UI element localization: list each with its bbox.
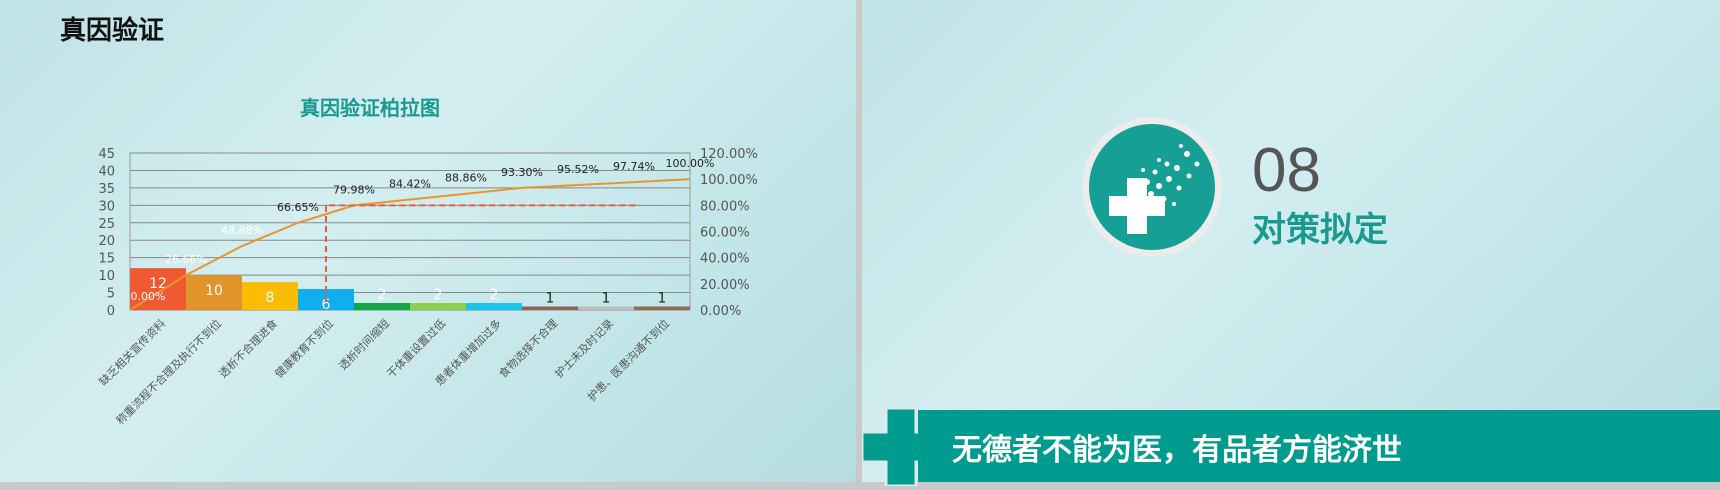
bar-value-label: 10 — [205, 283, 223, 299]
y-tick-label: 0 — [107, 304, 115, 319]
bar-value-label: 2 — [434, 287, 443, 303]
bar — [634, 306, 690, 310]
cumulative-label: 100.00% — [666, 157, 715, 170]
bar-value-label: 1 — [658, 291, 667, 307]
banner-text: 无德者不能为医，有品者方能济世 — [952, 433, 1402, 468]
bar — [354, 303, 410, 310]
x-tick-label: 称重流程不合理及执行不到位 — [113, 316, 224, 427]
y2-tick-label: 120.00% — [700, 147, 758, 162]
x-tick-label: 透析不合理进食 — [216, 316, 280, 380]
bar-value-label: 12 — [149, 276, 167, 292]
cumulative-label: 48.88% — [221, 224, 263, 237]
cumulative-label: 95.52% — [557, 163, 599, 176]
cumulative-label: 26.66% — [165, 253, 207, 266]
cross-doves-icon — [1082, 117, 1222, 257]
x-tick-label: 干体重设置过低 — [384, 316, 448, 380]
reference-line-80 — [325, 204, 640, 302]
bar — [242, 282, 298, 310]
y2-tick-label: 20.00% — [700, 278, 750, 293]
y2-tick-label: 80.00% — [700, 199, 750, 214]
cumulative-label: 66.65% — [277, 201, 319, 214]
bar-value-label: 8 — [266, 290, 275, 306]
bar — [522, 306, 578, 310]
cumulative-label: 93.30% — [501, 166, 543, 179]
y-tick-label: 40 — [98, 164, 115, 179]
pareto-chart: 0510152025303540450.00%20.00%40.00%60.00… — [96, 147, 758, 427]
bar — [466, 303, 522, 310]
x-tick-label: 食物选择不合理 — [496, 316, 560, 380]
y-tick-label: 10 — [98, 269, 115, 284]
section-title: 对策拟定 — [1252, 210, 1388, 250]
cumulative-label: 88.86% — [445, 172, 487, 185]
y-tick-label: 45 — [98, 147, 115, 162]
slide-title: 真因验证 — [60, 15, 165, 45]
y-tick-label: 15 — [98, 252, 115, 267]
bar-value-label: 2 — [378, 287, 387, 303]
chart-title: 真因验证柏拉图 — [300, 98, 440, 120]
y2-tick-label: 60.00% — [700, 226, 750, 241]
right-slide — [862, 0, 1720, 482]
quote-banner — [918, 410, 1720, 482]
cumulative-line — [129, 178, 691, 311]
y-tick-label: 20 — [98, 234, 115, 249]
bar — [410, 303, 466, 310]
y2-tick-label: 100.00% — [700, 173, 758, 188]
y-tick-label: 35 — [98, 182, 115, 197]
y-tick-label: 25 — [98, 217, 115, 232]
y-tick-label: 5 — [107, 287, 115, 302]
bar-value-label: 6 — [322, 297, 331, 313]
cumulative-label: 79.98% — [333, 183, 375, 196]
section-number: 08 — [1252, 136, 1321, 205]
cumulative-label: 84.42% — [389, 178, 431, 191]
bar — [578, 306, 634, 310]
x-tick-label: 透析时间缩短 — [336, 316, 393, 373]
x-tick-label: 护士未及时记录 — [552, 316, 616, 380]
left-slide: 真因验证 真因验证柏拉图 0 5 10 15 20 25 30 35 40 45 0.00% 20.0… — [0, 0, 856, 482]
y2-tick-label: 0.00% — [700, 304, 741, 319]
bar-value-label: 2 — [490, 287, 499, 303]
cumulative-label: 97.74% — [613, 160, 655, 173]
cumulative-label: 0.00% — [131, 290, 166, 303]
bar-value-label: 1 — [546, 291, 555, 307]
bar — [186, 275, 242, 310]
y2-tick-label: 40.00% — [700, 252, 750, 267]
y-tick-label: 30 — [98, 199, 115, 214]
x-tick-label: 健康教育不到位 — [272, 316, 336, 380]
bar-value-label: 1 — [602, 291, 611, 307]
